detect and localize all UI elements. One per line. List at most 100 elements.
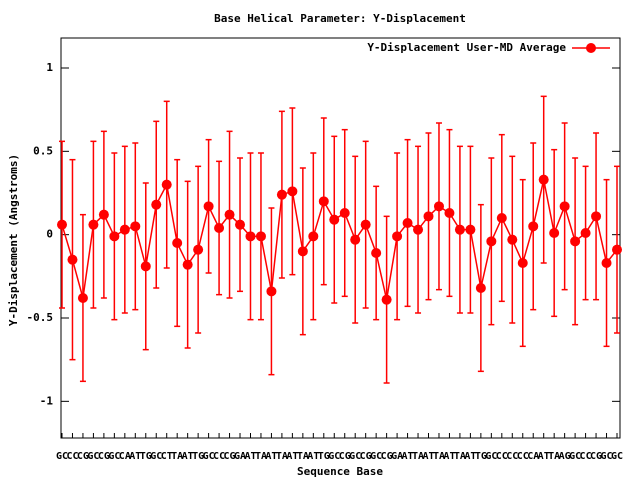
x-tick-label: AT: [443, 451, 455, 462]
point: [580, 228, 591, 238]
point: [350, 234, 361, 245]
point: [559, 201, 570, 212]
x-tick-label: AT: [307, 451, 319, 462]
x-tick-label: CG: [77, 451, 89, 462]
point: [454, 224, 465, 235]
x-tick-label: CA: [527, 451, 539, 462]
point: [57, 219, 67, 230]
point: [182, 259, 193, 270]
x-tick-label: GC: [349, 451, 361, 462]
x-tick-label: TG: [318, 451, 330, 462]
point: [245, 231, 256, 242]
x-tick-label: CC: [66, 451, 78, 462]
point: [266, 286, 277, 297]
x-tick-label: GC: [485, 451, 497, 462]
point: [570, 236, 581, 247]
x-tick-label: CG: [224, 451, 236, 462]
point: [392, 231, 403, 242]
point: [203, 201, 214, 212]
point: [517, 258, 528, 268]
point: [465, 224, 476, 235]
point: [255, 231, 266, 242]
x-tick-label: GC: [601, 451, 613, 462]
legend-label: Y-Displacement User-MD Average: [367, 41, 566, 54]
x-tick-label: CG: [360, 451, 372, 462]
point: [507, 234, 518, 245]
x-tick-label: CG: [590, 451, 602, 462]
x-tick-label: GC: [150, 451, 162, 462]
point: [413, 224, 424, 235]
x-tick-label: GA: [234, 451, 246, 462]
point: [297, 246, 308, 257]
x-tick-label: AT: [182, 451, 194, 462]
point: [140, 261, 151, 272]
x-tick-label: TA: [297, 451, 309, 462]
plot-border: [60, 37, 621, 439]
point: [475, 283, 486, 293]
chart-title: Base Helical Parameter: Y-Displacement: [214, 12, 466, 25]
point: [360, 219, 371, 230]
y-tick-label: 1: [46, 61, 53, 74]
point: [151, 199, 162, 210]
x-tick-label: GC: [108, 451, 120, 462]
x-tick-label: CG: [381, 451, 393, 462]
x-tick-label: GC: [203, 451, 215, 462]
y-tick-label: -1: [40, 394, 54, 407]
point: [308, 231, 319, 242]
x-tick-label: CG: [98, 451, 110, 462]
point: [591, 211, 602, 222]
x-tick-label: TA: [255, 451, 267, 462]
x-tick-label: TG: [140, 451, 152, 462]
x-tick-label: TG: [192, 451, 204, 462]
x-tick-label: GC: [56, 451, 68, 462]
point: [67, 254, 78, 265]
x-tick-label: AG: [559, 451, 571, 462]
x-tick-label: CC: [506, 451, 518, 462]
x-tick-label: CC: [496, 451, 508, 462]
x-tick-label: AT: [286, 451, 298, 462]
point: [235, 219, 246, 230]
x-tick-label: TA: [433, 451, 445, 462]
point: [193, 244, 204, 255]
x-tick-label: AT: [244, 451, 256, 462]
x-tick-label: CT: [161, 451, 173, 462]
x-tick-label: CA: [119, 451, 131, 462]
x-tick-label: GC: [611, 451, 623, 462]
series-line: [61, 179, 618, 300]
x-tick-label: GC: [328, 451, 340, 462]
x-tick-label: TA: [454, 451, 466, 462]
point: [371, 248, 382, 258]
point: [612, 244, 622, 255]
x-tick-label: AT: [265, 451, 277, 462]
y-axis-label: Y-Displacement (Angstroms): [7, 154, 20, 326]
point: [402, 218, 413, 228]
point: [329, 214, 340, 225]
point: [444, 208, 455, 218]
x-tick-label: GA: [391, 451, 403, 462]
x-tick-label: GC: [370, 451, 382, 462]
x-tick-label: TA: [548, 451, 560, 462]
y-tick-label: 0.5: [33, 144, 53, 157]
point: [318, 196, 329, 207]
point: [549, 228, 560, 238]
x-tick-label: CG: [339, 451, 351, 462]
x-tick-label: AT: [538, 451, 550, 462]
x-axis-label: Sequence Base: [297, 465, 383, 478]
x-tick-label: TA: [276, 451, 288, 462]
point: [119, 224, 130, 235]
point: [486, 236, 497, 247]
x-tick-label: CC: [213, 451, 225, 462]
point: [98, 209, 109, 220]
x-tick-label: CC: [580, 451, 592, 462]
x-tick-label: AT: [129, 451, 141, 462]
x-tick-label: TA: [171, 451, 183, 462]
point: [214, 223, 225, 233]
point: [528, 221, 539, 232]
x-tick-label: TG: [475, 451, 487, 462]
y-tick-label: 0: [46, 228, 53, 241]
point: [423, 211, 434, 222]
point: [77, 293, 88, 303]
x-tick-label: AT: [402, 451, 414, 462]
point: [433, 201, 444, 212]
